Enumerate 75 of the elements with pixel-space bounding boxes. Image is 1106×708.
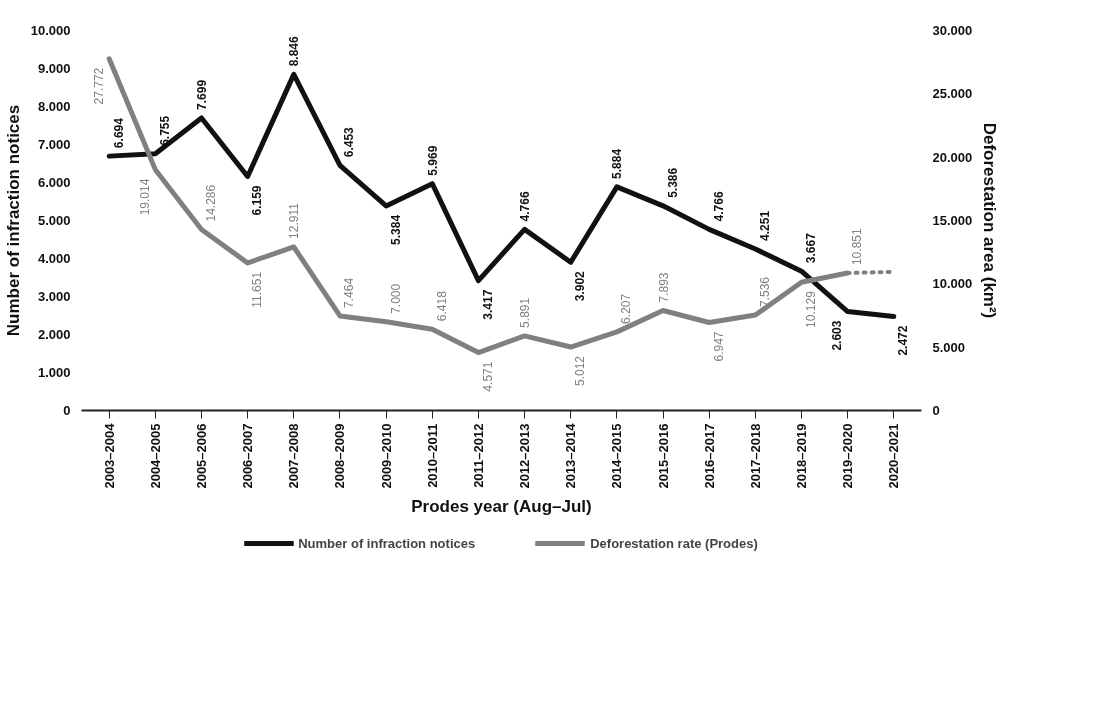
data-label: 12.911 [287,202,302,239]
data-label: 4.571 [480,361,495,392]
data-label: 6.453 [342,126,357,158]
data-label: 5.891 [518,297,533,328]
x-tick-label: 2007–2008 [286,423,302,489]
x-tick-label: 2010–2011 [424,423,440,488]
data-label: 3.417 [480,289,495,320]
y2-tick-label: 0 [932,403,940,418]
data-label: 7.536 [757,276,772,308]
x-tick-label: 2018–2019 [794,423,809,489]
y-tick-label: 9.000 [37,61,71,76]
y-tick-label: 0 [63,403,71,418]
data-label: 10.129 [804,290,818,328]
y-tick-label: 4.000 [37,251,71,266]
data-label: 2.472 [896,325,911,356]
data-label: 5.969 [425,145,440,176]
y-axis-title: Number of infraction notices [3,104,23,337]
y2-tick-label: 20.000 [932,149,973,165]
data-label: 6.159 [250,185,265,216]
x-tick-label: 2014–2015 [609,423,625,489]
data-label: 7.464 [342,277,357,308]
x-tick-label: 2016–2017 [701,423,717,489]
y2-axis-title: Deforestation area (km²) [980,122,1000,319]
legend-label: Number of infraction notices [298,535,476,551]
data-label: 5.384 [388,214,403,245]
y-tick-label: 5.000 [37,213,71,228]
x-tick-label: 2019–2020 [840,423,856,489]
data-label: 4.766 [711,191,726,222]
y2-tick-label: 10.000 [932,276,973,292]
x-axis-title: Prodes year (Aug–Jul) [411,496,592,516]
y-tick-label: 1.000 [37,365,71,380]
y-tick-label: 10.000 [30,23,71,38]
y-tick-label: 8.000 [37,99,71,114]
data-label: 2.603 [830,320,845,351]
data-label: 14.286 [204,184,218,222]
x-tick-label: 2015–2016 [655,423,671,489]
data-label: 19.014 [137,178,152,216]
y2-tick-label: 5.000 [932,339,966,355]
data-label: 4.251 [757,210,772,241]
data-label: 11.651 [250,271,265,308]
y2-tick-label: 30.000 [932,23,973,38]
legend-label: Deforestation rate (Prodes) [590,535,758,551]
data-label: 10.851 [850,228,865,266]
data-label: 7.893 [656,272,671,303]
data-label: 5.884 [610,148,625,179]
data-label: 27.772 [91,67,106,105]
data-label: 4.766 [518,191,533,222]
x-tick-label: 2006–2007 [240,423,256,489]
data-label: 5.386 [665,167,680,198]
x-tick-label: 2011–2012 [470,423,486,488]
x-tick-label: 2005–2006 [194,423,209,489]
x-tick-label: 2013–2014 [563,422,579,489]
x-tick-label: 2020–2021 [886,423,902,489]
data-label: 5.012 [573,355,588,387]
y2-tick-label: 15.000 [932,213,973,228]
x-tick-label: 2012–2013 [517,423,533,489]
data-label: 6.207 [619,293,634,324]
x-tick-label: 2004–2005 [147,423,163,489]
y2-tick-label: 25.000 [932,86,973,102]
y-tick-label: 7.000 [37,137,71,152]
x-tick-label: 2008–2009 [332,423,348,489]
data-label: 8.846 [287,36,302,67]
x-tick-label: 2009–2010 [378,423,394,489]
data-label: 3.902 [573,270,588,302]
y-tick-label: 6.000 [37,175,71,190]
data-label: 6.947 [711,331,726,362]
y-tick-label: 3.000 [37,289,71,304]
data-label: 6.694 [111,117,126,149]
x-tick-label: 2017–2018 [747,423,763,489]
data-label: 6.418 [434,290,449,322]
data-label: 3.667 [804,232,818,264]
data-label: 7.699 [195,79,209,110]
x-tick-label: 2003–2004 [101,422,117,489]
y-tick-label: 2.000 [37,327,71,342]
data-label: 7.000 [388,283,403,314]
